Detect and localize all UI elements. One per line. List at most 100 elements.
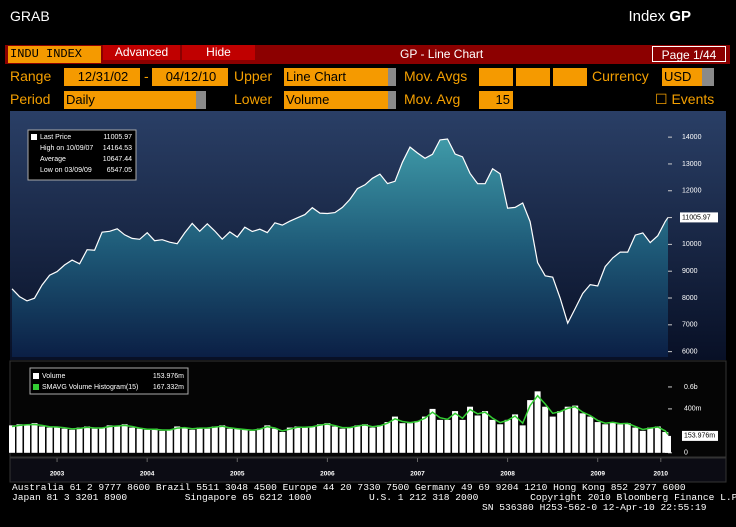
volume-bar (339, 428, 346, 453)
security-field[interactable]: INDU INDEX (8, 46, 101, 63)
volume-bar (407, 423, 414, 453)
volume-bar (444, 419, 451, 453)
input[interactable]: 15 (479, 91, 513, 109)
volume-bar (159, 430, 166, 453)
function-prefix: Index (628, 8, 666, 25)
volume-bar (31, 423, 38, 453)
volume-bar (316, 424, 323, 453)
y-tick-label: 12000 (682, 188, 702, 195)
volume-bar (354, 425, 361, 453)
volume-bar (504, 419, 511, 453)
volume-bar (99, 427, 106, 453)
volume-bar (114, 426, 121, 453)
volume-bar (579, 413, 586, 453)
volume-bar (84, 426, 91, 453)
volume-bar (414, 420, 421, 453)
volume-bar (211, 426, 218, 453)
input[interactable] (479, 68, 513, 86)
volume-bar (549, 416, 556, 453)
volume-bar (121, 424, 128, 453)
volume-bar (39, 426, 46, 453)
dropdown[interactable] (388, 91, 396, 109)
y-tick-label: 400m (684, 406, 702, 413)
function-code: GP (669, 8, 691, 25)
volume-bar (429, 408, 436, 453)
input[interactable]: 04/12/10 (152, 68, 228, 86)
volume-bar (91, 428, 98, 453)
input[interactable]: Daily (64, 91, 196, 109)
volume-bar (512, 414, 519, 453)
x-tick-label: 2007 (410, 471, 425, 478)
volume-bar (174, 426, 181, 453)
legend-label: Low on 03/09/09 (40, 167, 92, 174)
toolbar-title: GP - Line Chart (400, 47, 484, 61)
label: Period (10, 91, 51, 107)
x-tick-label: 2005 (230, 471, 245, 478)
input[interactable]: Volume (284, 91, 388, 109)
volume-bar (437, 419, 444, 453)
input[interactable]: 12/31/02 (64, 68, 140, 86)
y-tick-label: 7000 (682, 322, 698, 329)
dropdown[interactable] (196, 91, 206, 109)
x-tick-label: 2006 (320, 471, 335, 478)
legend-value: 10647.44 (103, 156, 132, 163)
y-tick-label: 0.6b (684, 384, 698, 391)
volume-bar (609, 422, 616, 453)
price-line (11, 138, 669, 325)
x-tick-label: 2003 (50, 471, 65, 478)
volume-bar (249, 430, 256, 453)
volume-bar (181, 427, 188, 453)
volume-bar (587, 416, 594, 453)
volume-bar (527, 400, 534, 453)
volume-bar (617, 424, 624, 453)
y-tick-label: 14000 (682, 134, 702, 141)
volume-bar (369, 427, 376, 453)
volume-bar (474, 415, 481, 453)
volume-bar (61, 428, 68, 453)
volume-bar (226, 428, 233, 453)
page-indicator: Page 1/44 (652, 46, 726, 62)
y-tick-label: 10000 (682, 241, 702, 248)
dropdown[interactable] (702, 68, 714, 86)
input[interactable]: Line Chart (284, 68, 388, 86)
tab[interactable]: Advanced (103, 45, 180, 60)
volume-bar (519, 425, 526, 453)
volume-bar (467, 406, 474, 453)
volume-bar (459, 419, 466, 453)
volume-bar (129, 427, 136, 453)
label: Upper (234, 68, 273, 84)
input[interactable]: USD (662, 68, 702, 86)
legend-value: 6547.05 (107, 167, 132, 174)
checkbox[interactable]: ☐ Events (655, 91, 715, 107)
volume-bar (294, 426, 301, 453)
volume-bar (331, 426, 338, 453)
last-price-tag-label: 11005.97 (682, 214, 711, 221)
label: Mov. Avgs (404, 68, 468, 84)
volume-bar (166, 429, 173, 453)
legend-swatch (31, 134, 37, 140)
volume-bar (9, 425, 15, 453)
volume-bar (639, 430, 646, 453)
volume-bar (76, 427, 83, 453)
volume-bar (241, 429, 248, 453)
tab[interactable]: Hide (182, 45, 255, 60)
y-tick-label: 8000 (682, 295, 698, 302)
footer-line: SN 536380 H253-562-0 12-Apr-10 22:55:19 (482, 502, 707, 513)
volume-bar (46, 427, 53, 453)
volume-bar (376, 425, 383, 453)
volume-bar (69, 429, 76, 453)
x-tick-label: 2010 (654, 471, 669, 478)
volume-bar (264, 425, 271, 453)
dropdown[interactable] (388, 68, 396, 86)
legend-label: Average (40, 156, 66, 163)
y-tick-label: 9000 (682, 268, 698, 275)
volume-bar (286, 427, 293, 453)
volume-bar (594, 422, 601, 453)
legend-box (29, 367, 189, 395)
input[interactable] (553, 68, 587, 86)
smavg-line (11, 394, 669, 435)
input[interactable] (516, 68, 550, 86)
label: Range (10, 68, 52, 84)
